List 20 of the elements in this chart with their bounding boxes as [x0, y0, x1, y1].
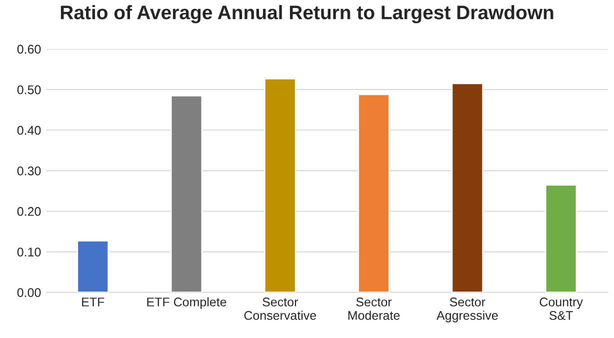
bar — [451, 82, 484, 292]
x-tick-label: Sector Conservative — [244, 298, 316, 320]
y-tick-label: 0.30 — [17, 166, 41, 176]
bar — [76, 240, 110, 292]
x-tick-label: ETF — [82, 298, 104, 306]
bar — [264, 78, 296, 292]
bar — [358, 94, 390, 292]
x-tick-label: Sector Aggressive — [436, 298, 498, 322]
y-tick-label: 0.50 — [17, 85, 41, 94]
y-tick-label: 0.40 — [17, 126, 41, 135]
x-tick-label: Country S&T — [540, 298, 583, 320]
x-tick-label: Sector Moderate — [348, 298, 400, 320]
y-tick-label: 0.00 — [17, 288, 41, 298]
chart-title: Ratio of Average Annual Return to Largest Drawdown — [60, 5, 554, 24]
x-tick-label: ETF Complete — [147, 297, 226, 309]
y-tick-label: 0.60 — [17, 44, 41, 54]
bar — [544, 184, 578, 292]
bar — [170, 94, 203, 292]
y-tick-label: 0.20 — [17, 207, 41, 216]
y-tick-label: 0.10 — [17, 248, 41, 256]
